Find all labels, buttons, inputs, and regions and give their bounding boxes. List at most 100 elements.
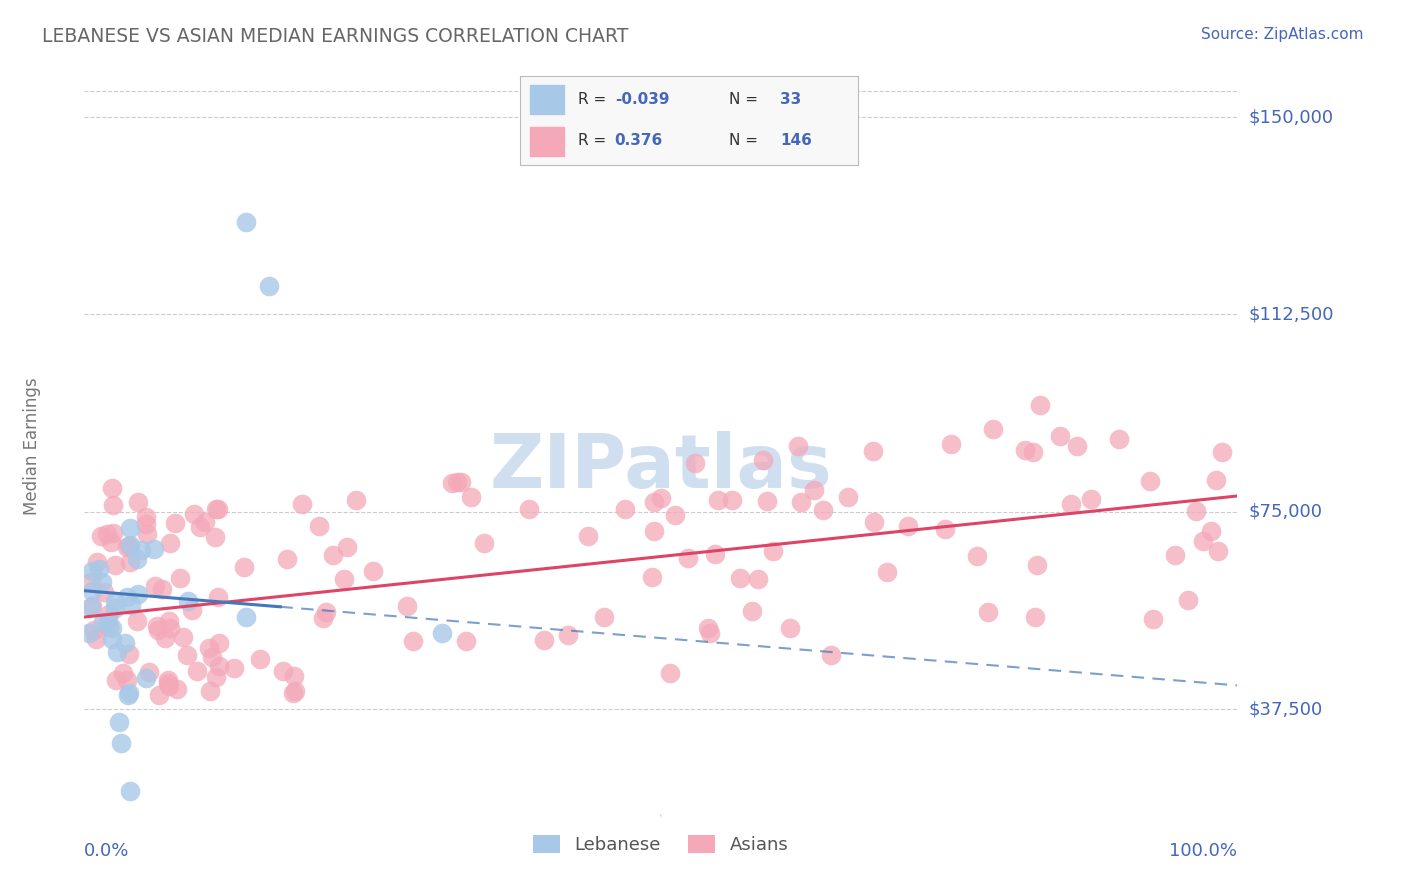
Point [176,648,198,662]
Point [157,614,180,628]
Point [120,783,142,797]
Point [966,549,988,563]
Point [83,624,105,638]
Point [460,491,482,505]
Point [194,515,217,529]
Point [643,494,665,508]
Text: 0.376: 0.376 [614,134,664,148]
Point [322,548,344,562]
Point [97,620,120,634]
Point [80,599,103,614]
Point [934,522,956,536]
Point [664,508,686,522]
Point [703,547,725,561]
Point [533,633,555,648]
Point [249,652,271,666]
Point [105,673,128,688]
Point [308,519,330,533]
Point [101,498,124,512]
Point [820,648,842,662]
Point [105,645,128,659]
Point [1164,548,1187,562]
Point [135,509,157,524]
Point [136,526,159,541]
Point [454,634,477,648]
Point [114,636,136,650]
Point [741,604,763,618]
Point [281,686,304,700]
Point [1185,504,1208,518]
Point [1022,445,1045,459]
Point [446,475,468,489]
Point [205,670,228,684]
Point [613,501,636,516]
Point [91,574,114,589]
Text: -0.039: -0.039 [614,92,669,107]
Point [344,493,367,508]
Text: 33: 33 [780,92,801,107]
Point [100,632,122,647]
Point [155,631,177,645]
Point [1177,593,1199,607]
Point [117,688,139,702]
Point [517,501,540,516]
Point [1049,428,1071,442]
Point [699,626,721,640]
Bar [530,127,564,156]
Text: 0.0%: 0.0% [84,842,129,860]
Text: $37,500: $37,500 [1249,700,1323,718]
Point [117,686,139,700]
Point [291,497,314,511]
Point [1066,439,1088,453]
Point [148,688,170,702]
Point [150,582,173,596]
Point [201,650,224,665]
Point [1080,491,1102,506]
Point [576,529,599,543]
Point [93,615,115,629]
Point [762,544,785,558]
Point [441,475,464,490]
Point [115,673,138,688]
Point [127,587,149,601]
Point [80,564,103,578]
Point [118,555,141,569]
Point [104,558,127,572]
Point [977,605,1000,619]
Point [1139,475,1161,489]
Point [450,475,472,489]
Point [89,561,111,575]
Point [108,715,131,730]
Point [118,539,141,553]
Point [1108,432,1130,446]
Point [283,669,305,683]
Point [430,625,453,640]
Point [157,680,180,694]
Point [472,536,495,550]
Point [79,574,101,589]
Point [284,684,307,698]
Point [159,620,181,634]
Text: N =: N = [730,92,763,107]
Text: R =: R = [578,92,610,107]
Point [82,599,104,613]
Point [592,610,614,624]
Point [779,621,801,635]
Point [1142,612,1164,626]
Text: R =: R = [578,134,616,148]
Point [1029,398,1052,412]
Point [172,630,194,644]
Point [207,590,229,604]
Point [752,453,775,467]
Point [747,572,769,586]
Point [332,572,354,586]
Point [1025,558,1047,572]
Text: LEBANESE VS ASIAN MEDIAN EARNINGS CORRELATION CHART: LEBANESE VS ASIAN MEDIAN EARNINGS CORREL… [42,27,628,45]
Point [104,601,127,615]
Point [197,640,219,655]
Point [200,683,222,698]
Point [1014,442,1036,457]
Point [159,535,181,549]
Point [720,493,742,508]
Legend: Lebanese, Asians: Lebanese, Asians [526,828,796,861]
